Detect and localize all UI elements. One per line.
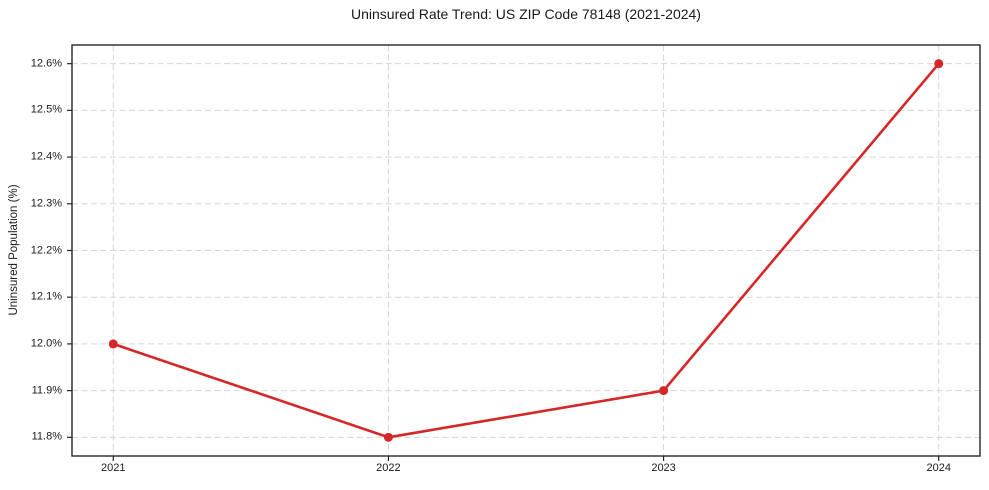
x-tick-label: 2024 [926, 462, 951, 474]
y-tick-labels: 11.8% 11.9% 12.0% 12.1% 12.2% 12.3% 12.4% 12.5%… [0, 0, 62, 490]
x-tick-labels: 2021 2022 2023 2024 [0, 463, 989, 483]
y-tick-label: 12.0% [30, 337, 62, 350]
y-tick-label: 11.9% [31, 384, 62, 397]
data-point [659, 386, 669, 396]
chart-title: Uninsured Rate Trend: US ZIP Code 78148 … [351, 6, 701, 22]
y-tick-label: 12.1% [30, 290, 62, 303]
y-tick-label: 12.4% [30, 150, 62, 163]
x-tick-label: 2022 [376, 462, 401, 474]
plot-border [71, 44, 981, 457]
data-point [108, 339, 118, 349]
data-point [934, 59, 944, 69]
x-tick-label: 2023 [651, 462, 676, 474]
y-tick-label: 12.6% [30, 57, 62, 70]
trend-line [111, 62, 941, 439]
x-tick-label: 2021 [101, 462, 126, 474]
line-chart-svg [67, 44, 981, 461]
data-point [383, 432, 393, 442]
y-tick-label: 12.2% [30, 244, 62, 256]
plot-area [67, 44, 981, 461]
y-tick-label: 11.8% [31, 430, 62, 443]
y-tick-label: 12.5% [30, 103, 62, 116]
y-tick-label: 12.3% [30, 197, 62, 210]
